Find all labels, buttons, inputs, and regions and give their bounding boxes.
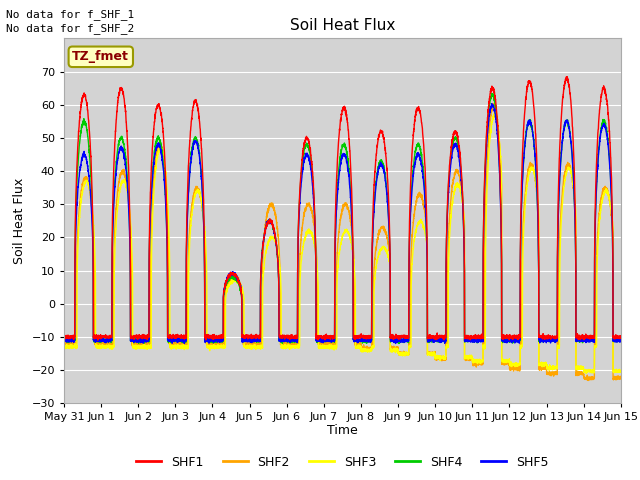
SHF1 [322, 333, 330, 339]
Text: No data for f_SHF_1: No data for f_SHF_1 [6, 9, 134, 20]
SHF4 [160, 168, 168, 174]
X-axis label: Time: Time [327, 424, 358, 437]
SHF5 [322, 338, 330, 344]
SHF3 [617, 369, 625, 375]
SHF5 [467, 338, 475, 344]
SHF2 [617, 374, 625, 380]
SHF4 [467, 338, 475, 344]
SHF5 [488, 101, 495, 107]
SHF3 [499, 357, 507, 363]
SHF5 [499, 339, 507, 345]
SHF2 [467, 355, 475, 360]
SHF3 [322, 345, 330, 350]
SHF1 [467, 334, 475, 339]
SHF4 [60, 336, 68, 342]
SHF1 [94, 337, 102, 343]
SHF3 [582, 371, 590, 376]
SHF3 [616, 370, 624, 375]
Line: SHF2: SHF2 [64, 103, 621, 381]
SHF2 [322, 341, 330, 347]
SHF4 [436, 338, 444, 344]
SHF3 [491, 109, 499, 115]
Text: TZ_fmet: TZ_fmet [72, 50, 129, 63]
SHF5 [436, 338, 444, 344]
SHF1 [161, 145, 168, 151]
SHF1 [499, 334, 507, 339]
Line: SHF4: SHF4 [64, 94, 621, 344]
SHF1 [563, 74, 571, 80]
SHF4 [488, 91, 495, 96]
SHF1 [60, 334, 68, 339]
SHF1 [436, 335, 444, 340]
Line: SHF1: SHF1 [64, 77, 621, 340]
SHF1 [617, 335, 625, 340]
Legend: SHF1, SHF2, SHF3, SHF4, SHF5: SHF1, SHF2, SHF3, SHF4, SHF5 [131, 451, 554, 474]
SHF5 [60, 337, 68, 343]
SHF4 [499, 336, 507, 342]
SHF2 [160, 158, 168, 164]
Line: SHF5: SHF5 [64, 104, 621, 344]
SHF3 [467, 356, 475, 361]
SHF4 [322, 337, 330, 343]
SHF5 [160, 175, 168, 180]
SHF3 [60, 342, 68, 348]
SHF5 [617, 338, 625, 344]
SHF2 [60, 341, 68, 347]
Title: Soil Heat Flux: Soil Heat Flux [290, 18, 395, 33]
SHF2 [584, 378, 592, 384]
Y-axis label: Soil Heat Flux: Soil Heat Flux [13, 178, 26, 264]
SHF2 [499, 359, 507, 365]
SHF4 [616, 338, 624, 344]
SHF3 [160, 155, 168, 160]
SHF4 [617, 337, 625, 343]
SHF2 [616, 373, 624, 379]
SHF5 [180, 341, 188, 347]
SHF4 [395, 341, 403, 347]
SHF2 [436, 354, 444, 360]
Text: No data for f_SHF_2: No data for f_SHF_2 [6, 23, 134, 34]
Line: SHF3: SHF3 [64, 112, 621, 373]
SHF1 [616, 333, 624, 339]
SHF2 [490, 100, 498, 106]
SHF3 [436, 353, 444, 359]
SHF5 [616, 336, 624, 342]
